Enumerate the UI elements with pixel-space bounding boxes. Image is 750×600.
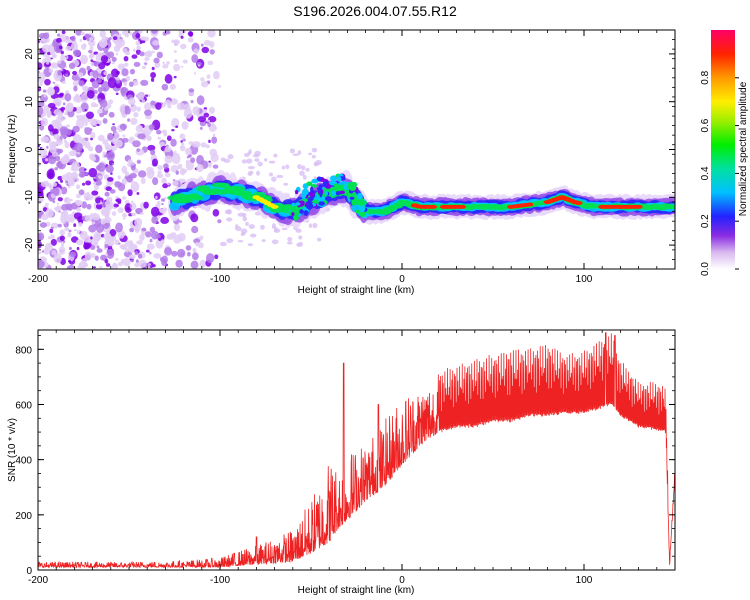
x-tick-label: -100 — [210, 575, 230, 586]
colorbar-tick-label: 0.0 — [700, 262, 711, 276]
x-tick-label: -200 — [28, 575, 48, 586]
colorbar-label: Normalized spectral amplitude — [738, 81, 749, 216]
colorbar: 0.0 0.2 0.4 0.6 0.8 Normalized spectral ampl… — [700, 30, 749, 276]
snr-series-line — [38, 332, 675, 569]
y-tick-label: 0 — [24, 146, 35, 152]
colorbar-gradient — [711, 30, 735, 269]
spectrogram-heat — [38, 30, 675, 269]
spectrogram-frame — [38, 30, 675, 269]
snr-xlabel: Height of straight line (km) — [298, 585, 415, 596]
snr-ylabel: SNR (10 * v/v) — [7, 418, 18, 482]
y-tick-label: 200 — [15, 511, 32, 522]
x-tick-label: 0 — [399, 575, 405, 586]
y-tick-label: 10 — [24, 96, 35, 108]
spectrogram-ylabel: Frequency (Hz) — [7, 115, 18, 184]
x-tick-label: -200 — [28, 274, 48, 285]
colorbar-tick-label: 0.4 — [700, 166, 711, 180]
chart-title: S196.2026.004.07.55.R12 — [293, 3, 457, 19]
snr-frame — [38, 330, 675, 570]
colorbar-ticks: 0.0 0.2 0.4 0.6 0.8 — [700, 70, 739, 276]
snr-ticks: -200 -100 0 100 0 200 400 600 800 — [15, 330, 676, 586]
x-tick-label: 0 — [399, 274, 405, 285]
y-tick-label: 800 — [15, 345, 32, 356]
spectrogram-xlabel: Height of straight line (km) — [298, 285, 415, 296]
x-tick-label: 100 — [576, 274, 593, 285]
y-tick-label: -20 — [24, 237, 35, 252]
y-tick-label: 20 — [24, 48, 35, 60]
colorbar-tick-label: 0.2 — [700, 214, 711, 228]
x-tick-label: 100 — [576, 575, 593, 586]
colorbar-tick-label: 0.6 — [700, 118, 711, 132]
y-tick-label: 0 — [26, 566, 32, 577]
y-tick-label: 600 — [15, 400, 32, 411]
y-tick-label: 400 — [15, 456, 32, 467]
x-tick-label: -100 — [210, 274, 230, 285]
y-tick-label: -10 — [24, 190, 35, 205]
colorbar-tick-label: 0.8 — [700, 70, 711, 84]
snr-panel: -200 -100 0 100 0 200 400 600 800 Height of stra… — [7, 329, 676, 596]
